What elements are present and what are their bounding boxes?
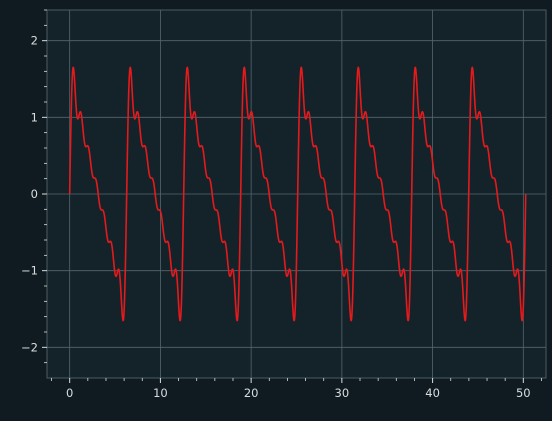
- x-tick-label: 40: [425, 386, 440, 400]
- series-layer: [68, 66, 527, 322]
- y-tick-label: −1: [21, 264, 38, 278]
- y-tick-label: 2: [31, 34, 38, 48]
- series-line: [68, 66, 527, 322]
- x-tick-label: 30: [335, 386, 350, 400]
- x-tick-label: 20: [244, 386, 259, 400]
- x-tick-label: 50: [516, 386, 531, 400]
- axes: 0 10 20 30 40 50 −2 −1 0 1 2: [21, 9, 542, 400]
- x-tick-label: 0: [66, 386, 73, 400]
- y-tick-label: −2: [21, 340, 38, 354]
- y-tick-label: 0: [31, 187, 38, 201]
- x-tick-label: 10: [153, 386, 168, 400]
- y-tick-label: 1: [31, 110, 38, 124]
